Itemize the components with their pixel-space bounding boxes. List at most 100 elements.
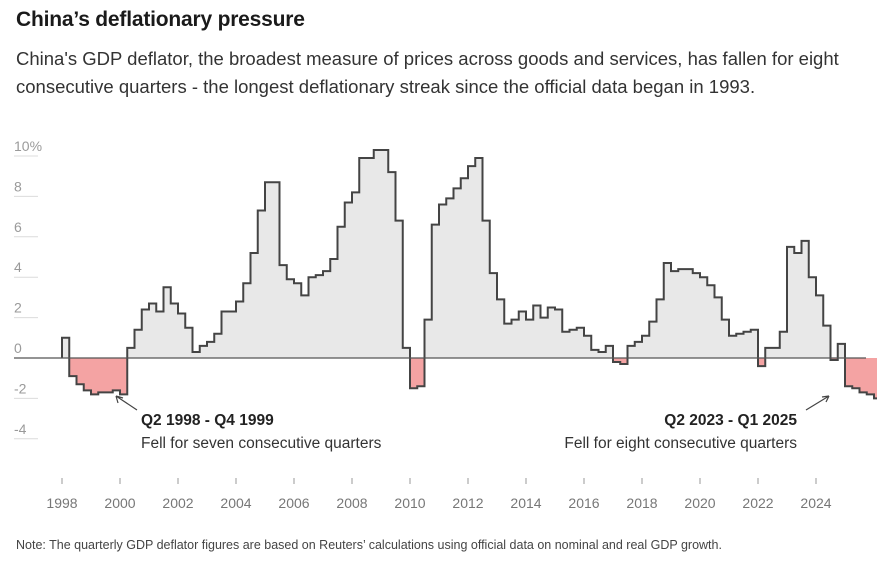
- quarter-area: [83, 358, 92, 391]
- quarter-area: [279, 265, 288, 358]
- x-tick-label: 2006: [278, 495, 309, 511]
- quarter-area: [265, 182, 273, 358]
- x-tick-label: 2014: [510, 495, 541, 511]
- quarter-area: [98, 358, 106, 393]
- quarter-area: [497, 299, 505, 358]
- quarter-area: [489, 273, 498, 358]
- quarter-area: [859, 358, 868, 393]
- quarter-area: [127, 347, 135, 358]
- quarter-area: [381, 149, 389, 358]
- quarter-area: [163, 287, 172, 358]
- quarter-area: [178, 313, 186, 358]
- quarter-area: [199, 345, 208, 358]
- quarter-area: [69, 358, 77, 377]
- quarter-area: [729, 335, 737, 358]
- quarter-area: [511, 319, 520, 358]
- quarter-area: [656, 299, 665, 358]
- quarter-area: [649, 321, 657, 358]
- x-tick-label: 2004: [220, 495, 251, 511]
- x-tick-label: 2010: [394, 495, 425, 511]
- quarter-area: [808, 277, 817, 358]
- quarter-area: [642, 335, 650, 358]
- x-tick-label: 1998: [46, 495, 77, 511]
- quarter-area: [120, 358, 128, 395]
- quarter-area: [359, 158, 367, 358]
- quarter-area: [352, 192, 360, 358]
- x-tick-label: 2000: [104, 495, 135, 511]
- quarter-area: [337, 226, 346, 358]
- chart-subtitle: China's GDP deflator, the broadest measu…: [16, 48, 839, 97]
- quarter-area: [576, 327, 585, 358]
- quarter-area: [823, 325, 831, 358]
- quarter-area: [439, 204, 447, 358]
- annotation-2023: Q2 2023 - Q1 2025 Fell for eight consecu…: [564, 395, 830, 452]
- quarter-area: [779, 331, 788, 358]
- quarter-area: [250, 252, 259, 358]
- quarter-area: [475, 158, 483, 358]
- quarter-area: [141, 309, 150, 358]
- quarter-area: [272, 182, 280, 358]
- quarter-area: [533, 305, 541, 358]
- quarter-area: [866, 358, 875, 395]
- x-tick-label: 2012: [452, 495, 483, 511]
- quarter-area: [787, 246, 795, 358]
- quarter-area: [794, 252, 802, 358]
- quarter-area: [518, 311, 527, 358]
- annotation-arrow-1998: [115, 395, 138, 411]
- quarter-area: [112, 358, 121, 391]
- quarter-area: [402, 347, 411, 358]
- y-tick-label: 2: [14, 300, 22, 316]
- quarter-area: [315, 275, 324, 358]
- quarter-area: [373, 149, 382, 358]
- quarter-area: [772, 347, 781, 358]
- quarter-area: [482, 220, 491, 358]
- quarter-area: [874, 358, 877, 399]
- y-tick-label: 8: [14, 178, 22, 194]
- annotation-1998: Q2 1998 - Q4 1999 Fell for seven consecu…: [115, 395, 382, 452]
- quarter-area: [678, 269, 686, 358]
- quarter-area: [692, 273, 701, 358]
- quarter-area: [192, 351, 201, 358]
- quarter-area: [758, 358, 766, 367]
- x-tick-label: 2016: [568, 495, 599, 511]
- chart-title: China’s deflationary pressure: [16, 8, 305, 31]
- quarter-area: [845, 358, 853, 387]
- quarter-area: [446, 198, 454, 358]
- quarter-area: [830, 358, 839, 361]
- quarter-area: [584, 335, 592, 358]
- quarter-area: [424, 319, 433, 358]
- y-axis: 10% 8 6 4 2 0 -2 -4: [14, 138, 42, 440]
- quarter-area: [366, 158, 375, 358]
- deflator-chart: 10% 8 6 4 2 0 -2 -4 1998 2000 2002 2004 2006 2008 201…: [14, 138, 877, 511]
- quarter-area: [323, 271, 331, 358]
- x-tick-label: 2022: [742, 495, 773, 511]
- quarter-area: [308, 277, 317, 358]
- quarter-area: [569, 329, 578, 358]
- y-tick-label: 10%: [14, 138, 42, 154]
- quarter-area: [816, 295, 824, 358]
- quarter-area: [598, 351, 607, 358]
- quarter-area: [671, 271, 679, 358]
- quarter-area: [221, 311, 230, 358]
- area-fills: [62, 149, 877, 399]
- quarter-area: [91, 358, 99, 395]
- quarter-area: [555, 309, 563, 358]
- quarter-area: [627, 345, 636, 358]
- x-tick-label: 2018: [626, 495, 657, 511]
- quarter-area: [214, 333, 222, 358]
- x-tick-label: 2008: [336, 495, 367, 511]
- quarter-area: [526, 319, 534, 358]
- quarter-area: [460, 178, 469, 358]
- quarter-area: [236, 301, 244, 358]
- quarter-area: [743, 331, 752, 358]
- quarter-area: [634, 341, 643, 358]
- annotation-title-2023: Q2 2023 - Q1 2025: [664, 412, 797, 429]
- quarter-area: [852, 358, 860, 389]
- quarter-area: [228, 311, 237, 358]
- x-tick-label: 2002: [162, 495, 193, 511]
- quarter-area: [62, 337, 70, 358]
- annotation-text-2023: Fell for eight consecutive quarters: [564, 435, 797, 452]
- annotation-title-1998: Q2 1998 - Q4 1999: [141, 412, 274, 429]
- quarter-area: [105, 358, 114, 393]
- quarter-area: [301, 295, 309, 358]
